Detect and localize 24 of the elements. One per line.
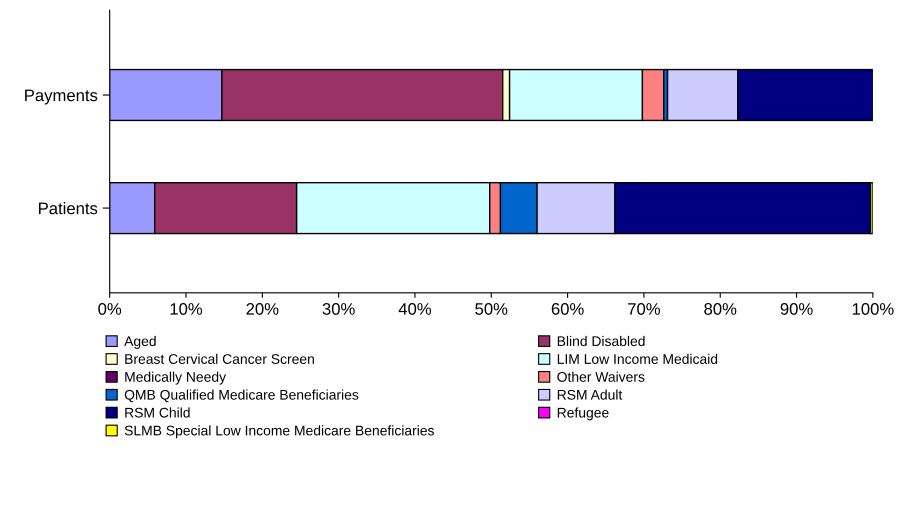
legend-label: Other Waivers (557, 372, 644, 382)
legend-label: RSM Child (125, 407, 190, 418)
y-tick-label: Patients (39, 202, 98, 214)
legend-label: RSM Adult (558, 390, 622, 400)
x-tick-label: 30% (322, 303, 355, 315)
legend-label: Breast Cervical Cancer Screen (125, 354, 314, 364)
legend-label: QMB Qualified Medicare Beneficiaries (124, 390, 358, 402)
x-tick-label: 10% (170, 303, 202, 315)
x-tick-label: 60% (552, 303, 584, 315)
x-tick-label: 100% (852, 303, 894, 315)
y-tick-label: Payments (25, 90, 98, 105)
x-tick-label: 70% (628, 303, 660, 315)
x-tick-label: 80% (704, 303, 736, 315)
x-tick-label: 20% (246, 303, 278, 315)
x-tick-label: 90% (780, 303, 813, 315)
legend-label: Medically Needy (125, 372, 226, 385)
legend-label: Aged (124, 336, 156, 349)
legend-label: Refugee (558, 407, 609, 420)
legend-label: SLMB Special Low Income Medicare Beneficiaries (124, 425, 434, 438)
x-tick-label: 50% (475, 303, 508, 315)
x-tick-label: 0% (98, 303, 122, 315)
legend-label: LIM Low Income Medicaid (558, 354, 718, 364)
legend-label: Blind Disabled (558, 336, 645, 346)
x-tick-label: 40% (398, 303, 432, 315)
